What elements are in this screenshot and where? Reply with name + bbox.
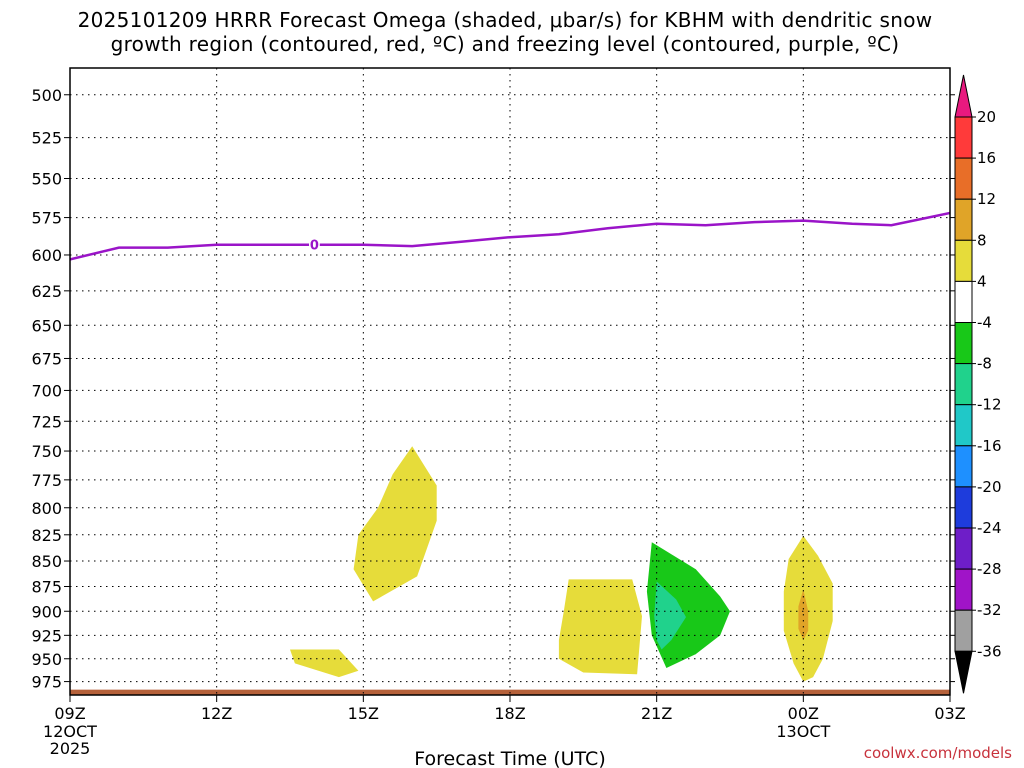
x-tick-year-0: 2025 — [50, 739, 91, 758]
colorbar-label-6: -8 — [977, 355, 992, 373]
colorbar-label-7: -12 — [977, 396, 1002, 414]
omega-region-1 — [290, 649, 359, 678]
colorbar-label-0: 20 — [977, 108, 996, 126]
colorbar-label-5: -4 — [977, 314, 992, 332]
colorbar-box-4 — [954, 280, 973, 323]
y-tick-label-18: 950 — [31, 650, 62, 669]
omega-region-5 — [783, 535, 833, 682]
y-tick-label-3: 575 — [31, 209, 62, 228]
y-tick-label-17: 925 — [31, 626, 62, 645]
colorbar-box-0 — [954, 116, 973, 159]
y-tick-label-14: 850 — [31, 552, 62, 571]
colorbar-box-7 — [954, 404, 973, 447]
x-tick-label-3: 18Z — [494, 704, 525, 723]
x-tick-label-2: 15Z — [348, 704, 379, 723]
x-tick-label-4: 21Z — [641, 704, 672, 723]
colorbar-label-13: -36 — [977, 642, 1002, 660]
y-tick-label-9: 725 — [31, 412, 62, 431]
y-tick-label-19: 975 — [31, 673, 62, 692]
x-tick-label-1: 12Z — [201, 704, 232, 723]
y-tick-label-10: 750 — [31, 442, 62, 461]
x-tick-date-0: 12OCT — [43, 722, 97, 741]
colorbar-label-1: 16 — [977, 149, 996, 167]
series-layer: 0 — [70, 211, 950, 261]
y-tick-label-6: 650 — [31, 316, 62, 335]
colorbar-box-12 — [954, 609, 973, 652]
colorbar-box-6 — [954, 363, 973, 406]
y-tick-label-16: 900 — [31, 602, 62, 621]
colorbar-label-10: -24 — [977, 519, 1002, 537]
colorbar-box-11 — [954, 568, 973, 611]
x-axis-title: Forecast Time (UTC) — [414, 748, 605, 768]
y-tick-label-15: 875 — [31, 577, 62, 596]
y-tick-label-2: 550 — [31, 170, 62, 189]
freezing-level-line — [70, 211, 950, 261]
colorbar-box-5 — [954, 322, 973, 365]
colorbar-label-9: -20 — [977, 478, 1002, 496]
y-tick-label-0: 500 — [31, 86, 62, 105]
y-tick-label-13: 825 — [31, 526, 62, 545]
colorbar-box-10 — [954, 527, 973, 570]
y-tick-label-5: 625 — [31, 282, 62, 301]
colorbar-box-8 — [954, 445, 973, 488]
chart-title: 2025101209 HRRR Forecast Omega (shaded, … — [0, 8, 1010, 56]
y-tick-label-4: 600 — [31, 246, 62, 265]
colorbar-bottom-triangle — [954, 650, 973, 694]
x-tick-date-5: 13OCT — [776, 722, 830, 741]
y-tick-label-1: 525 — [31, 129, 62, 148]
y-tick-label-8: 700 — [31, 381, 62, 400]
colorbar-label-4: 4 — [977, 272, 987, 290]
x-tick-label-6: 03Z — [934, 704, 965, 723]
credit-text: coolwx.com/models — [864, 744, 1012, 762]
colorbar-label-8: -16 — [977, 437, 1002, 455]
colorbar-box-1 — [954, 157, 973, 200]
omega-region-0 — [353, 446, 437, 602]
colorbar-label-11: -28 — [977, 560, 1002, 578]
grid-lines — [70, 68, 950, 695]
colorbar-label-12: -32 — [977, 601, 1002, 619]
colorbar-label-3: 8 — [977, 231, 987, 249]
y-axis: 500 525 550 575 600 625 650 675 700 725 750 775 800 8… — [31, 86, 955, 692]
title-line-2: growth region (contoured, red, ºC) and f… — [110, 32, 900, 56]
colorbar-label-2: 12 — [977, 190, 996, 208]
plot-fill-layer — [70, 446, 950, 695]
omega-region-2 — [558, 579, 642, 675]
colorbar-box-9 — [954, 486, 973, 529]
y-tick-label-12: 800 — [31, 499, 62, 518]
freezing-level-label: 0 — [310, 239, 319, 254]
omega-region-4 — [654, 581, 686, 650]
colorbar: 20 16 12 8 4 -4 -8 -12 -16 -20 -24 -28 -32 -36 — [954, 74, 1002, 694]
y-tick-label-11: 775 — [31, 471, 62, 490]
colorbar-box-3 — [954, 239, 973, 282]
colorbar-box-2 — [954, 198, 973, 241]
title-line-1: 2025101209 HRRR Forecast Omega (shaded, … — [77, 8, 933, 32]
y-tick-label-7: 675 — [31, 349, 62, 368]
x-tick-label-0: 09Z — [54, 704, 85, 723]
colorbar-top-triangle — [954, 74, 973, 118]
x-tick-label-5: 00Z — [788, 704, 819, 723]
